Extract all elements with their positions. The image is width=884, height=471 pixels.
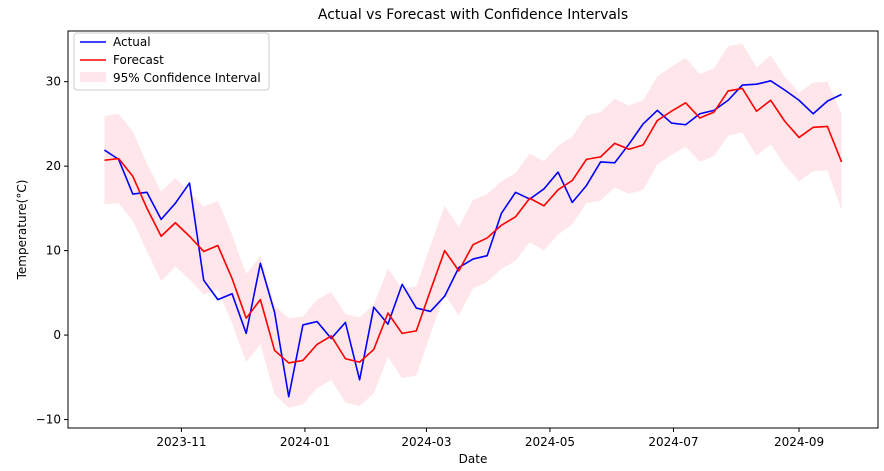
legend-box <box>73 32 270 91</box>
x-tick-label: 2024-05 <box>525 435 575 449</box>
x-tick-label: 2024-09 <box>774 435 824 449</box>
y-tick-label: 0 <box>53 328 61 342</box>
x-tick-label: 2023-11 <box>156 435 206 449</box>
x-tick-label: 2024-07 <box>648 435 698 449</box>
legend-ci-swatch <box>80 72 106 82</box>
chart-title: Actual vs Forecast with Confidence Inter… <box>318 7 628 23</box>
legend-forecast-label: Forecast <box>113 53 164 67</box>
y-tick-label: 20 <box>46 159 61 173</box>
legend: Actual Forecast 95% Confidence Interval <box>73 32 270 91</box>
y-tick-label: 10 <box>46 244 61 258</box>
confidence-band <box>104 43 842 408</box>
y-axis-label: Temperature(°C) <box>15 180 29 281</box>
legend-actual-label: Actual <box>113 35 151 49</box>
series-lines-layer <box>104 80 843 398</box>
x-axis-label: Date <box>459 452 488 466</box>
actual-line <box>104 80 842 398</box>
plot-frame <box>67 30 879 429</box>
confidence-band-layer <box>104 43 842 408</box>
x-axis: 2023-11 2024-01 2024-03 2024-05 2024-07 2024-… <box>156 428 824 449</box>
forecast-line <box>104 87 843 364</box>
legend-ci-label: 95% Confidence Interval <box>113 71 261 85</box>
y-tick-label: −10 <box>36 413 61 427</box>
x-tick-label: 2024-03 <box>401 435 451 449</box>
y-axis: −10 0 10 20 30 <box>36 75 68 427</box>
y-tick-label: 30 <box>46 75 61 89</box>
x-tick-label: 2024-01 <box>280 435 330 449</box>
